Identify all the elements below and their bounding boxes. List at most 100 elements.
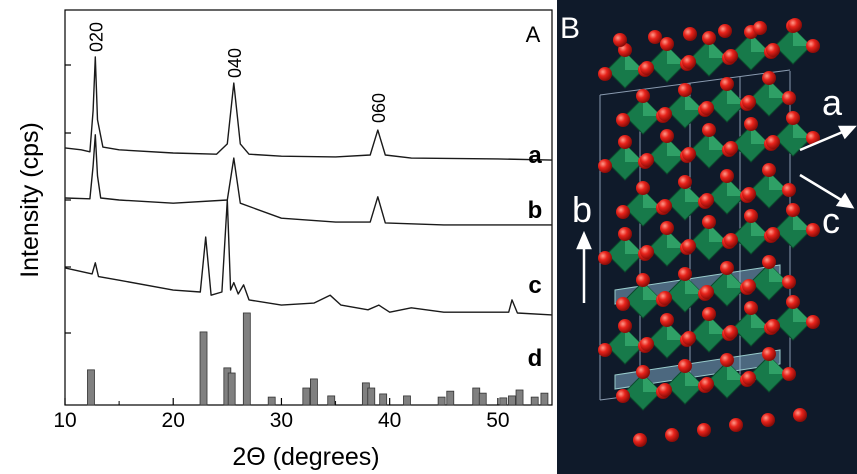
octahedron-face	[667, 138, 685, 156]
panel-label: A	[526, 22, 541, 47]
arrowhead	[835, 192, 855, 209]
oxygen-atom	[660, 221, 674, 235]
octahedron-face	[751, 126, 769, 144]
peak-label: 040	[225, 48, 245, 78]
octahedron-face	[751, 34, 769, 52]
oxygen-atom	[636, 181, 650, 195]
oxygen-atom	[618, 319, 632, 333]
x-tick-label: 30	[270, 409, 293, 432]
oxygen-atom	[616, 205, 630, 219]
octahedron-face	[685, 368, 703, 386]
oxygen-atom	[742, 187, 756, 201]
oxygen-atom	[658, 107, 672, 121]
octahedron-face	[643, 190, 661, 208]
oxygen-atom	[806, 223, 820, 237]
oxygen-atom	[753, 21, 767, 35]
axis-label: a	[822, 82, 843, 123]
xrd-trace	[64, 56, 553, 161]
oxygen-atom	[678, 267, 692, 281]
oxygen-atom	[720, 353, 734, 367]
oxygen-atom	[682, 147, 696, 161]
reference-bar	[227, 372, 236, 406]
oxygen-atom	[702, 31, 716, 45]
octahedron-face	[727, 270, 745, 288]
axis-arrows	[576, 125, 857, 303]
octahedron-face	[625, 144, 643, 162]
peak-label: 020	[86, 22, 106, 52]
oxygen-atom	[665, 428, 679, 442]
x-tick-label: 40	[378, 409, 401, 432]
oxygen-atom	[700, 101, 714, 115]
oxygen-atom	[702, 307, 716, 321]
axis-label: b	[572, 189, 592, 230]
oxygen-atom	[678, 175, 692, 189]
oxygen-atom	[618, 227, 632, 241]
octahedron-face	[625, 236, 643, 254]
oxygen-atom	[742, 279, 756, 293]
oxygen-atom	[742, 95, 756, 109]
octahedron-face	[709, 132, 727, 150]
oxygen-atom	[724, 141, 738, 155]
oxygen-atom	[782, 91, 796, 105]
y-minor-ticks	[65, 64, 71, 334]
octahedron-face	[793, 304, 811, 322]
oxygen-atom	[678, 359, 692, 373]
arrowhead	[837, 125, 857, 140]
octahedron-face	[625, 52, 643, 70]
oxygen-atom	[618, 135, 632, 149]
oxygen-atom	[682, 239, 696, 253]
octahedron-face	[751, 310, 769, 328]
oxygen-atom	[806, 315, 820, 329]
octahedron-face	[727, 178, 745, 196]
oxygen-atom	[766, 319, 780, 333]
octahedron-face	[769, 264, 787, 282]
oxygen-atom	[724, 49, 738, 63]
reference-bar	[367, 387, 376, 406]
oxygen-atom	[636, 89, 650, 103]
oxygen-atom	[786, 203, 800, 217]
oxygen-atom	[786, 111, 800, 125]
octahedron-face	[685, 276, 703, 294]
reference-bar	[446, 390, 455, 406]
oxygen-atom	[616, 297, 630, 311]
octahedron-face	[667, 46, 685, 64]
oxygen-atom	[761, 413, 775, 427]
octahedron-face	[643, 98, 661, 116]
oxygen-atom	[658, 199, 672, 213]
octahedron-face	[625, 328, 643, 346]
series-label: d	[528, 345, 543, 372]
reference-bar	[530, 396, 539, 406]
oxygen-atom	[697, 423, 711, 437]
oxygen-atom	[640, 337, 654, 351]
octahedron-face	[751, 218, 769, 236]
arrowhead	[576, 230, 592, 250]
oxygen-atom	[762, 163, 776, 177]
cell-edge	[599, 69, 791, 96]
octahedron-face	[769, 80, 787, 98]
reference-bar	[508, 395, 516, 406]
reference-bar	[472, 387, 481, 406]
oxygen-atom	[598, 251, 612, 265]
reference-bar	[302, 387, 311, 406]
x-tick-label: 20	[162, 409, 185, 432]
octahedron-face	[643, 374, 661, 392]
crystal-structure	[598, 18, 820, 447]
panel-label: B	[560, 12, 580, 45]
series-label: a	[528, 142, 542, 169]
oxygen-atom	[762, 255, 776, 269]
oxygen-atom	[744, 301, 758, 315]
oxygen-atom	[762, 71, 776, 85]
octahedron-face	[709, 224, 727, 242]
oxygen-atom	[683, 27, 697, 41]
oxygen-atom	[782, 183, 796, 197]
oxygen-atom	[762, 347, 776, 361]
arrow	[799, 173, 844, 203]
octahedron-face	[685, 184, 703, 202]
arrow	[799, 129, 846, 152]
oxygen-atom	[766, 227, 780, 241]
peak-label: 060	[369, 93, 389, 123]
octahedron-face	[667, 230, 685, 248]
xrd-trace	[64, 199, 553, 316]
reference-bar	[267, 396, 276, 406]
oxygen-atom	[633, 433, 647, 447]
